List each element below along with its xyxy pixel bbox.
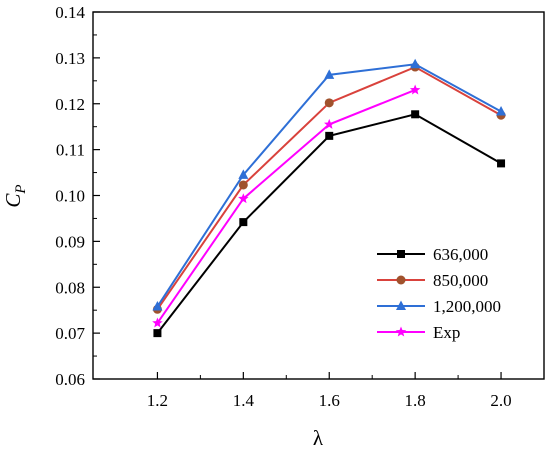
data-point [238, 169, 249, 179]
y-tick-label: 0.07 [55, 324, 85, 343]
legend-item: Exp [377, 323, 460, 342]
x-tick-label: 1.4 [233, 391, 255, 410]
legend-item: 850,000 [377, 271, 488, 290]
y-axis-title-main: C [1, 193, 25, 208]
data-point [238, 180, 248, 190]
data-point [496, 106, 507, 116]
x-tick-label: 2.0 [490, 391, 511, 410]
data-point [325, 131, 334, 140]
legend-label: 636,000 [433, 245, 488, 264]
data-point [324, 118, 335, 129]
data-point [152, 301, 163, 311]
y-tick-label: 0.06 [55, 370, 85, 389]
y-tick-label: 0.14 [55, 3, 85, 22]
series-3 [152, 58, 507, 311]
data-point [153, 329, 162, 338]
data-point [239, 218, 248, 227]
legend-label: 1,200,000 [433, 297, 501, 316]
legend-swatch-marker [396, 300, 406, 310]
x-tick-label: 1.8 [405, 391, 426, 410]
legend-swatch-marker [396, 275, 406, 285]
y-tick-label: 0.11 [56, 141, 85, 160]
legend-label: Exp [433, 323, 460, 342]
data-point [411, 110, 420, 119]
x-tick-label: 1.2 [147, 391, 168, 410]
data-point [497, 159, 506, 168]
legend-swatch-marker [397, 250, 405, 258]
y-axis-title: CP [1, 184, 29, 207]
data-point [152, 317, 163, 328]
y-tick-label: 0.13 [55, 49, 85, 68]
series-4 [152, 84, 421, 328]
x-axis: 1.2 1.4 1.6 1.8 2.0 [147, 372, 512, 410]
legend: 636,000 850,000 1,200,000 Exp [377, 245, 501, 342]
series-layer [152, 58, 507, 338]
legend-swatch-marker [395, 326, 407, 337]
data-point [409, 84, 421, 95]
legend-label: 850,000 [433, 271, 488, 290]
y-axis-title-subscript: P [13, 184, 29, 194]
data-point [410, 58, 421, 69]
plot-area [92, 11, 545, 380]
x-tick-label: 1.6 [319, 391, 340, 410]
y-tick-label: 0.12 [55, 95, 85, 114]
y-tick-label: 0.09 [55, 232, 85, 251]
plot-frame [92, 11, 545, 380]
y-tick-label: 0.10 [55, 187, 85, 206]
x-axis-title: λ [313, 426, 324, 450]
y-axis: 0.06 0.07 0.08 0.09 0.10 0.11 0.12 0.13 0.14 [55, 3, 100, 389]
legend-item: 636,000 [377, 245, 488, 264]
data-point [238, 193, 249, 204]
series-1 [153, 110, 506, 338]
data-point [324, 98, 334, 108]
series-line [156, 89, 416, 324]
data-point [324, 69, 335, 79]
y-tick-label: 0.08 [55, 278, 85, 297]
legend-item: 1,200,000 [377, 297, 501, 316]
